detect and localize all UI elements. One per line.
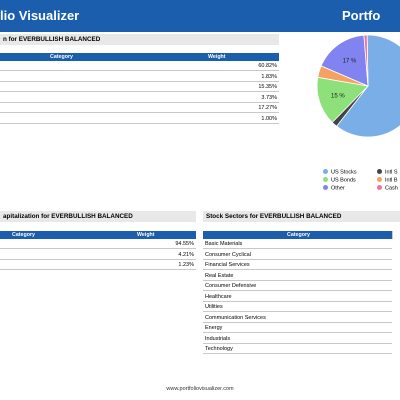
pie-slice-us-bonds[interactable] [316, 76, 369, 123]
pie-data-label: 17 % [343, 58, 357, 64]
table-row: 4.21% [0, 250, 196, 260]
legend-dot [323, 185, 328, 190]
market-cap-col-header: Category Weight [0, 231, 196, 239]
row-category: Utilities [205, 304, 223, 310]
row-category: Consumer Defensive [205, 283, 257, 289]
table-row: 1.83% [0, 72, 279, 82]
table-row: Basic Materials [203, 239, 392, 249]
row-weight: 17.27% [258, 105, 277, 111]
table-row: Consumer Defensive [203, 281, 392, 291]
row-weight: 94.55% [175, 241, 194, 247]
row-category: Energy [205, 325, 223, 331]
row-category: Industrials [205, 335, 231, 342]
row-category: Consumer Cyclical [205, 251, 251, 258]
pie-slice-other[interactable] [320, 34, 369, 87]
table-row: Communication Services [203, 313, 392, 323]
table-row: Consumer Cyclical [203, 250, 392, 260]
row-category: Financial Services [205, 262, 250, 268]
stock-sectors-col-header: Category [203, 231, 400, 239]
table-row: 15.35% [0, 82, 279, 92]
row-weight: 1.23% [178, 262, 194, 268]
row-category: Healthcare [205, 293, 232, 300]
footer-url[interactable]: www.portfoliovisualizer.com [166, 386, 234, 392]
table-row: Real Estate [203, 271, 392, 281]
legend-us-bonds: US Bonds [323, 177, 356, 185]
legend-intl-bonds: Intl B [377, 177, 398, 185]
table-row: Industrials [203, 334, 392, 344]
stock-sectors-title: Stock Sectors for EVERBULLISH BALANCED [203, 211, 400, 222]
table-row: Financial Services [203, 260, 392, 270]
col-weight-label: Weight [208, 54, 226, 60]
row-weight: 1.00% [261, 115, 277, 122]
table-row: 94.55% [0, 239, 196, 249]
table-row: Technology [203, 344, 392, 354]
asset-allocation-title: n for EVERBULLISH BALANCED [0, 34, 279, 45]
pie-slice-cash[interactable] [363, 34, 369, 87]
legend-dot [323, 177, 328, 182]
row-category: Technology [205, 346, 233, 352]
table-row: 17.27% [0, 103, 279, 113]
legend-us-stocks: US Stocks [323, 169, 357, 177]
row-weight: 4.21% [178, 251, 194, 258]
col-weight-label: Weight [137, 232, 155, 238]
app-header: lio Visualizer Portfo [0, 0, 400, 32]
row-weight: 15.35% [258, 84, 277, 90]
legend-other: Other [323, 185, 345, 193]
legend-dot [377, 185, 382, 190]
table-row: Energy [203, 323, 392, 333]
row-weight: 3.73% [261, 94, 277, 101]
table-row: 3.73% [0, 93, 279, 103]
market-cap-title: apitalization for EVERBULLISH BALANCED [0, 211, 196, 222]
col-weight-stub [392, 231, 400, 239]
table-row: Utilities [203, 302, 392, 312]
asset-allocation-pie-chart: 15 % 17 % [316, 34, 400, 138]
asset-allocation-col-header: Category Weight [0, 53, 279, 61]
row-category: Communication Services [205, 314, 266, 321]
table-row: 1.23% [0, 260, 196, 270]
table-row: 60.82% [0, 61, 279, 71]
table-row: 1.00% [0, 114, 279, 124]
col-category-label: Category [50, 54, 73, 60]
row-weight: 1.83% [261, 73, 277, 80]
app-title-right[interactable]: Portfo [342, 8, 381, 23]
row-category: Basic Materials [205, 241, 243, 247]
row-weight: 60.82% [258, 63, 277, 69]
legend-dot [377, 169, 382, 174]
legend-dot [323, 169, 328, 174]
legend-dot [377, 177, 382, 182]
col-category-label: Category [12, 232, 35, 238]
app-title[interactable]: lio Visualizer [0, 8, 80, 23]
row-category: Real Estate [205, 272, 234, 279]
col-category-label: Category [287, 232, 310, 238]
table-row: Healthcare [203, 292, 392, 302]
legend-cash: Cash [377, 185, 398, 193]
legend-intl-stocks: Intl S [377, 169, 398, 177]
pie-data-label: 15 % [331, 94, 345, 100]
